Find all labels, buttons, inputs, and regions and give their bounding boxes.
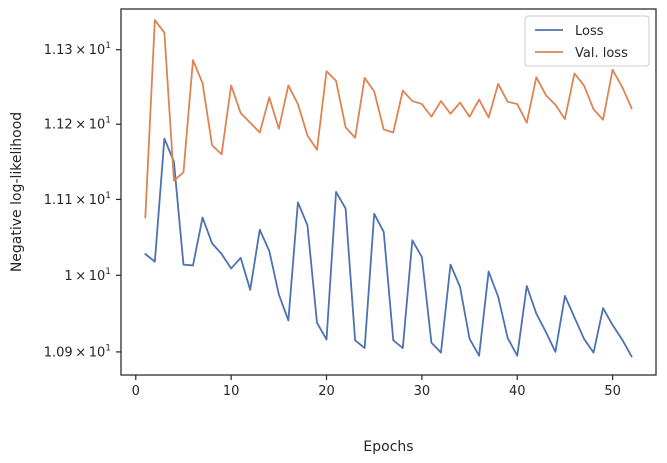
y-tick-label: 1.12 × 101: [44, 116, 111, 133]
legend-box: [524, 15, 650, 67]
legend-label-val-loss: Val. loss: [575, 46, 628, 61]
series-layer: [144, 19, 633, 358]
series-line-val-loss: [144, 19, 633, 219]
x-tick-label: 0: [132, 384, 140, 399]
x-tick-label: 40: [509, 384, 526, 399]
x-axis: 0 10 20 30 40 50: [132, 375, 621, 399]
y-axis: 1.09 × 101 1 × 101 1.11 × 101 1.12 × 101 1.1…: [44, 41, 121, 360]
x-tick-label: 10: [223, 384, 240, 399]
y-axis-label: Negative log-likelihood: [9, 112, 25, 272]
x-tick-label: 30: [414, 384, 431, 399]
plot-background: [121, 9, 656, 375]
legend-label-loss: Loss: [575, 24, 604, 39]
y-tick-label: 1.09 × 101: [44, 343, 111, 360]
plot-frame: [120, 8, 657, 376]
series-line-loss: [144, 137, 633, 358]
y-tick-label: 1.13 × 101: [44, 41, 111, 58]
y-tick-label: 1.11 × 101: [44, 191, 111, 208]
y-tick-label: 1 × 101: [64, 267, 111, 284]
legend: Loss Val. loss: [524, 15, 650, 67]
x-tick-label: 50: [604, 384, 621, 399]
x-axis-label: Epochs: [363, 439, 413, 455]
x-tick-label: 20: [318, 384, 335, 399]
